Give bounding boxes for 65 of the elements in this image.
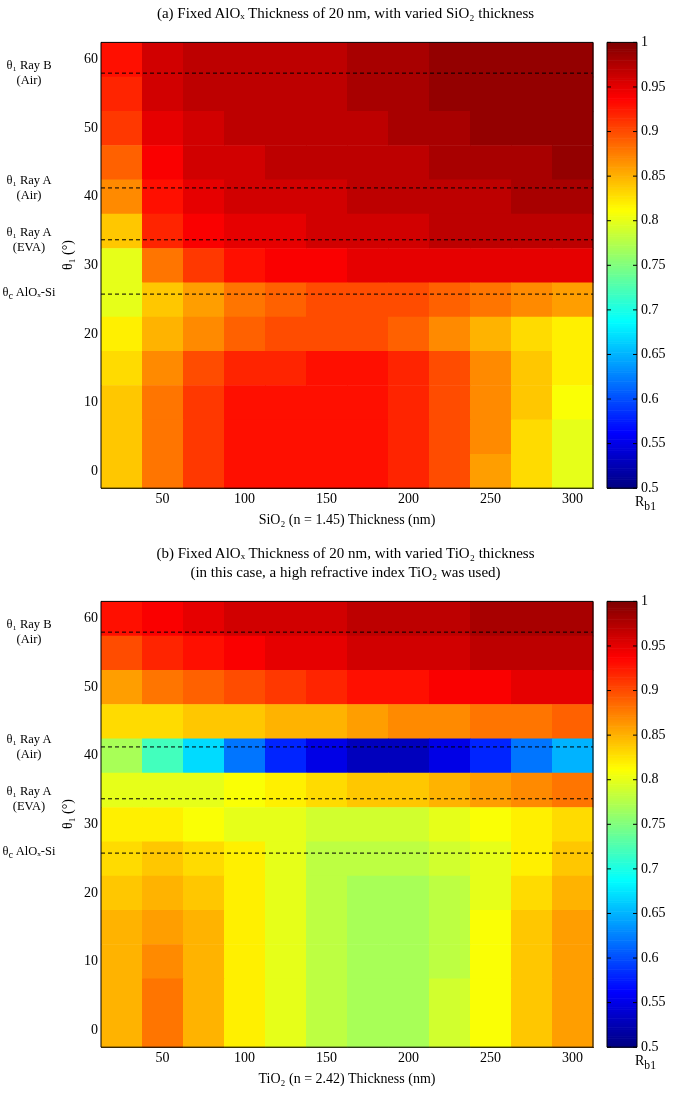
text: θ₁ Ray B (Air) (5, 617, 53, 648)
color-bar-label: 0.55 (641, 435, 666, 451)
color-bar-label: 0.65 (641, 346, 666, 362)
y-tick-label: 60 (84, 610, 98, 626)
text: θ$_{c}$ AlOₓ-Si (1, 843, 57, 863)
y-tick-label: 60 (84, 51, 98, 67)
y-axis-title: θ₁ (°) (60, 240, 76, 271)
color-bar-label: 0.5 (641, 1038, 659, 1054)
x-tick-label: 150 (316, 491, 337, 507)
x-tick-label: 150 (316, 1050, 337, 1066)
color-bar-label: 0.95 (641, 78, 666, 94)
color-bar-label: 0.75 (641, 815, 666, 831)
y-tick-label: 40 (84, 188, 98, 204)
color-bar-label: 0.75 (641, 256, 666, 272)
x-tick-label: 250 (480, 491, 501, 507)
text: θ$_{c}$ AlOₓ-Si (1, 284, 57, 304)
color-bar-label: 0.8 (641, 771, 659, 787)
x-tick-label: 100 (234, 491, 255, 507)
color-bar-label: 0.85 (641, 726, 666, 742)
color-bar-label: 0.8 (641, 212, 659, 228)
y-tick-label: 50 (84, 678, 98, 694)
color-bar-title: R$_{b1}$ (635, 494, 656, 513)
color-bar-label: 0.9 (641, 682, 659, 698)
color-bar-title: R$_{b1}$ (635, 1053, 656, 1072)
chart-subtitle: (in this case, a high refractive index TiO₂ was used) (189, 563, 502, 581)
y-tick-label: 50 (84, 119, 98, 135)
color-bar-label: 0.7 (641, 301, 659, 317)
color-bar-label: 0.7 (641, 860, 659, 876)
color-bar-label: 1 (641, 593, 648, 609)
x-tick-label: 200 (398, 1050, 419, 1066)
text: θ₁ Ray A (EVA) (5, 224, 53, 255)
y-tick-label: 10 (84, 394, 98, 410)
y-tick-label: 30 (84, 256, 98, 272)
x-tick-label: 200 (398, 491, 419, 507)
y-tick-label: 30 (84, 815, 98, 831)
y-tick-label: 20 (84, 325, 98, 341)
y-tick-label: 0 (91, 462, 98, 478)
x-axis-title: TiO₂ (n = 2.42) Thickness (nm) (258, 1071, 436, 1087)
color-bar-label: 0.55 (641, 994, 666, 1010)
color-bar-label: 0.95 (641, 637, 666, 653)
color-bar-label: 0.5 (641, 479, 659, 495)
y-axis-title: θ₁ (°) (60, 799, 76, 830)
y-tick-label: 40 (84, 747, 98, 763)
y-tick-label: 10 (84, 953, 98, 969)
color-bar-label: 0.85 (641, 167, 666, 183)
text: θ₁ Ray A (Air) (5, 731, 53, 762)
x-tick-label: 50 (155, 1050, 170, 1066)
text: θ₁ Ray A (Air) (5, 172, 53, 203)
x-tick-label: 250 (480, 1050, 501, 1066)
color-bar-label: 0.6 (641, 949, 659, 965)
y-tick-label: 0 (91, 1021, 98, 1037)
x-tick-label: 50 (155, 491, 170, 507)
color-bar-label: 1 (641, 34, 648, 50)
chart-title: (b) Fixed AlOₓ Thickness of 20 nm, with varied TiO₂ thickness (155, 544, 536, 562)
color-bar-label: 0.9 (641, 123, 659, 139)
x-tick-label: 100 (234, 1050, 255, 1066)
color-bar-label: 0.6 (641, 390, 659, 406)
text: θ₁ Ray A (EVA) (5, 783, 53, 814)
y-tick-label: 20 (84, 884, 98, 900)
chart-title: (a) Fixed AlOₓ Thickness of 20 nm, with varied SiO₂ thickness (155, 4, 536, 22)
x-tick-label: 300 (562, 491, 583, 507)
x-tick-label: 300 (562, 1050, 583, 1066)
text: θ₁ Ray B (Air) (5, 58, 53, 89)
x-axis-title: SiO₂ (n = 1.45) Thickness (nm) (258, 512, 436, 528)
color-bar-label: 0.65 (641, 905, 666, 921)
